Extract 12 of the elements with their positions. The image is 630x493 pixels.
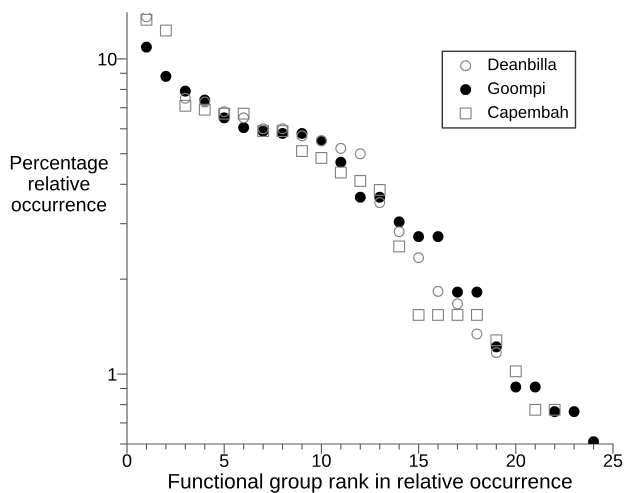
x-tick-label: 5 — [220, 454, 228, 467]
x-tick-label: 0 — [122, 454, 132, 467]
legend-label: Goompi — [488, 82, 545, 98]
x-tick-label: 25 — [604, 454, 622, 467]
x-tick-label: 15 — [410, 454, 428, 467]
x-axis-title: Functional group rank in relative occurrence — [169, 473, 572, 493]
y-tick-label: 1 — [108, 368, 116, 381]
x-tick-label: 10 — [312, 454, 331, 467]
legend-label: Deanbilla — [488, 58, 557, 70]
x-tick-label: 20 — [506, 454, 526, 467]
legend-label: Capembah — [488, 106, 568, 122]
y-axis-title: Percentage relative occurrence — [10, 156, 108, 212]
